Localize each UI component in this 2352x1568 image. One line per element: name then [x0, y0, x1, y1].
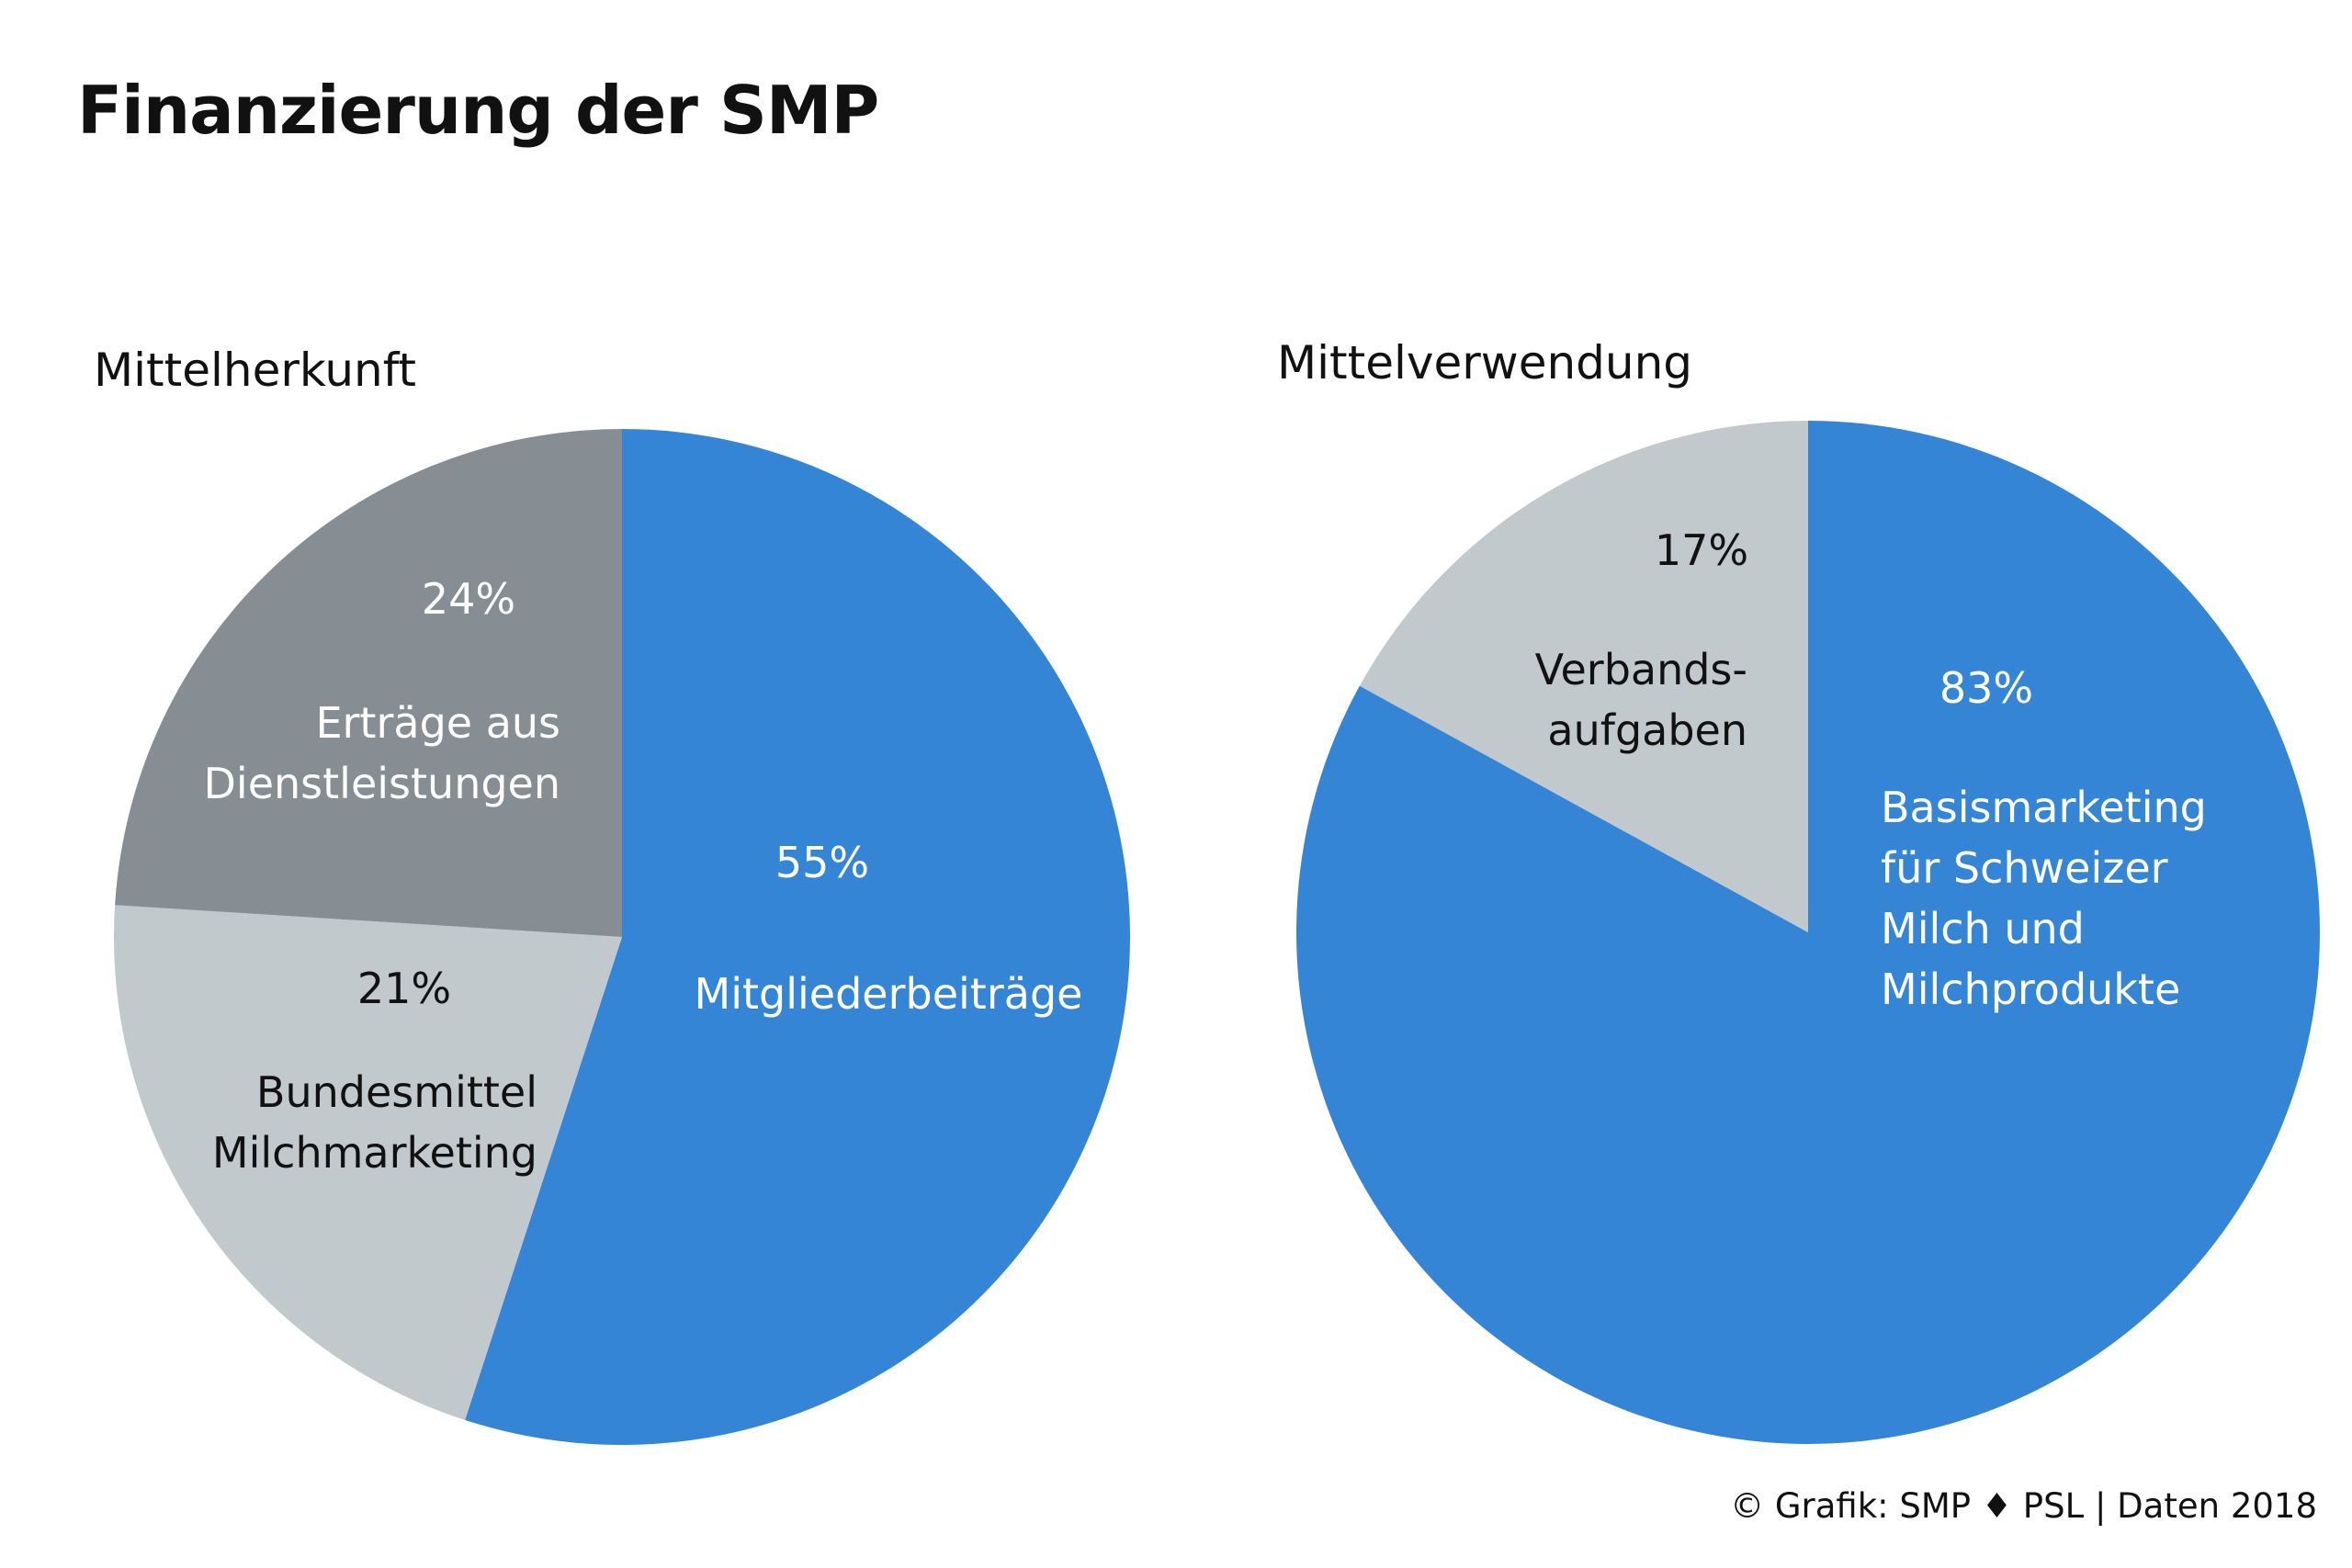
pie-slice-basismarketing-fuer-schweizer-milch-und-milchprodukte [1296, 421, 2321, 1445]
slice-name-label: Mitgliederbeiträge [695, 969, 1083, 1019]
slice-name-label: Verbands-aufgaben [1535, 645, 1747, 755]
slice-value-label: 55% [775, 838, 869, 887]
slice-value-label: 24% [422, 574, 515, 624]
pie-chart-mittelherkunft: Mittelherkunft 55% Mitgliederbeiträge 21% Bu… [94, 344, 1131, 1445]
pie-chart-mittelverwendung: Mittelverwendung 83% Basismarketing für Sch… [1277, 336, 2321, 1445]
slice-name-label: Bundesmittel Milchmarketing [212, 1067, 537, 1178]
slice-name-label: Erträge aus Dienstleistungen [204, 698, 560, 808]
slice-value-label: 83% [1939, 663, 2033, 713]
chart-title: Mittelverwendung [1277, 336, 1692, 389]
pie-slice-bundesmittel-milchmarketing [113, 905, 622, 1420]
pie-slice-verbandsaufgaben [1359, 421, 1808, 932]
slice-name-label: Basismarketing für Schweizer Milch und Milc… [1881, 783, 2207, 1014]
pie-slice-ertraege-aus-dienstleistungen [115, 429, 623, 937]
chart-title: Mittelherkunft [94, 344, 416, 397]
page-title: Finanzierung der SMP [77, 72, 879, 149]
slice-value-label: 21% [357, 964, 451, 1013]
pie-slice-mitgliederbeitraege [465, 429, 1131, 1445]
slice-value-label: 17% [1655, 525, 1748, 575]
source-credit: © Grafik: SMP ♦ PSL | Daten 2018 [1730, 1486, 2317, 1526]
